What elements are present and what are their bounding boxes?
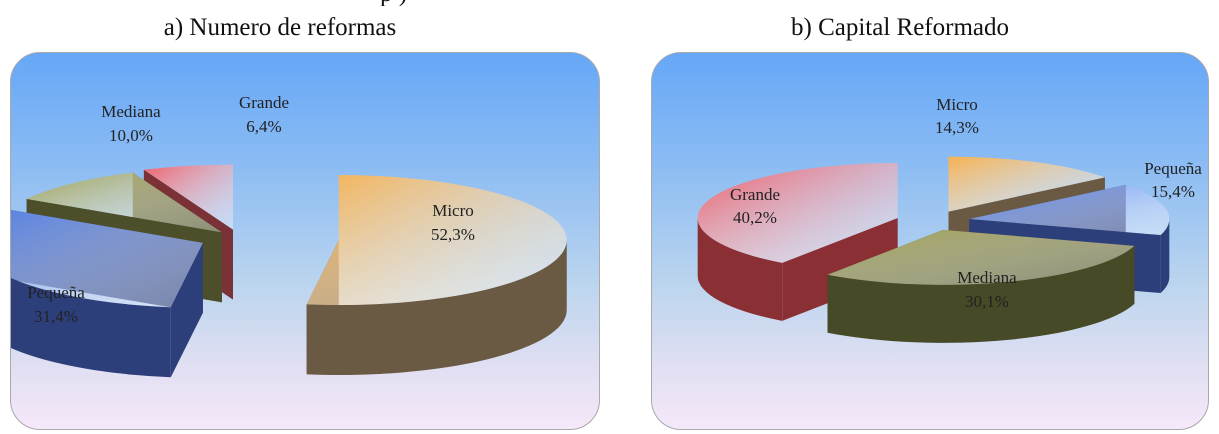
slice-wall [782, 217, 898, 321]
value-micro: 14,3% [935, 118, 979, 137]
value-mediana: 30,1% [965, 292, 1009, 311]
chart-title-b: b) Capital Reformado [791, 14, 1009, 41]
value-mediana: 10,0% [109, 126, 153, 145]
slice-grande [697, 162, 898, 321]
slice-outer-wall [697, 217, 783, 321]
label-grande: Grande [239, 93, 289, 112]
value-grande: 6,4% [246, 117, 281, 136]
label-mediana: Mediana [101, 102, 161, 121]
chart-panel-b: Micro 14,3% Pequeña 15,4% Mediana 30,1% Grande… [651, 52, 1209, 430]
slice-outer-wall [1160, 219, 1170, 294]
slice-mediana [827, 229, 1135, 343]
label-pequeña: Pequeña [1144, 159, 1202, 178]
slice-top [827, 229, 1135, 285]
label-micro: Micro [432, 201, 474, 220]
value-micro: 52,3% [431, 225, 475, 244]
chart-panel-a: Micro 52,3% Pequeña 31,4% Mediana 10,0% Grande… [10, 52, 600, 430]
slice-outer-wall [11, 277, 171, 378]
slice-top [306, 175, 567, 306]
label-pequeña: Pequeña [27, 283, 85, 302]
value-grande: 40,2% [733, 208, 777, 227]
slice-top [697, 162, 898, 263]
label-grande: Grande [730, 185, 780, 204]
slice-top [26, 172, 222, 233]
slice-top [948, 156, 1105, 212]
pie-chart-a: Micro 52,3% Pequeña 31,4% Mediana 10,0% Grande… [11, 93, 567, 378]
top-cut-text: p ) [0, 0, 1219, 6]
label-micro: Micro [936, 95, 978, 114]
value-pequeña: 31,4% [34, 307, 78, 326]
slice-micro [306, 175, 567, 376]
value-pequeña: 15,4% [1151, 182, 1195, 201]
slice-outer-wall [306, 240, 567, 376]
slice-pequeña [11, 210, 203, 378]
pie-chart-b: Micro 14,3% Pequeña 15,4% Mediana 30,1% Grande… [697, 95, 1202, 343]
slice-top [143, 164, 234, 230]
chart-title-a: a) Numero de reformas [163, 14, 397, 41]
slice-outer-wall [827, 245, 1135, 343]
slice-top [11, 210, 203, 308]
slice-top [969, 184, 1170, 236]
label-mediana: Mediana [957, 268, 1017, 287]
